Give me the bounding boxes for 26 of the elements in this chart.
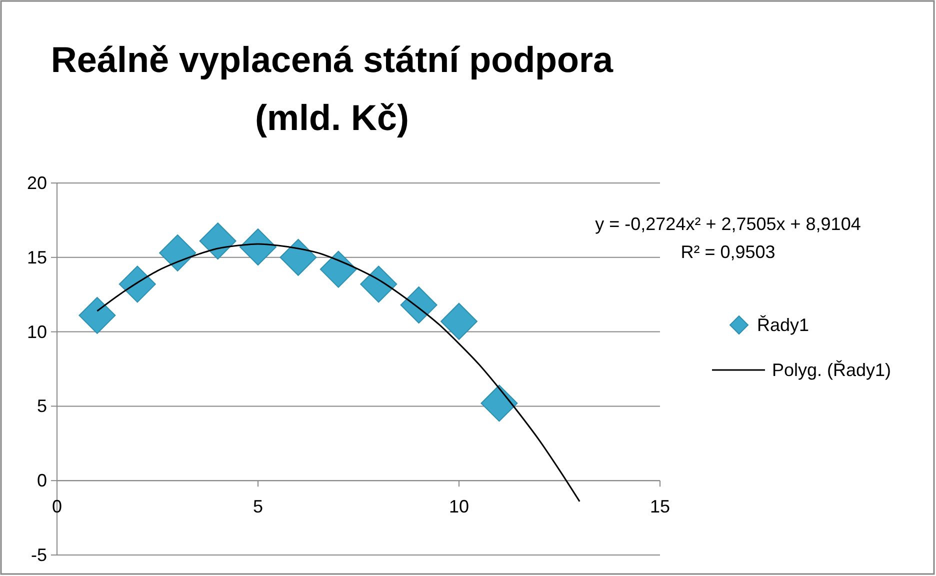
x-tick-label: 5 (252, 496, 264, 517)
legend-label: Řady1 (757, 315, 810, 335)
x-tick-label: 0 (52, 496, 62, 517)
legend-label: Polyg. (Řady1) (772, 360, 892, 380)
annotation: y = -0,2724x² + 2,7505x + 8,9104 (595, 214, 861, 234)
point (280, 238, 317, 276)
y-tick-label: -5 (30, 545, 47, 565)
point (240, 228, 276, 266)
text: R² = 0,9503 (680, 242, 776, 262)
point (78, 296, 116, 334)
point (480, 384, 518, 422)
y-tick-label: 10 (26, 322, 47, 342)
x-tick-label: 15 (650, 496, 670, 517)
y-tick-label: 15 (26, 247, 47, 268)
y-tick-label: 0 (36, 470, 47, 491)
point (199, 222, 236, 260)
point (440, 302, 478, 340)
y-tick-label: 20 (26, 173, 47, 193)
point (400, 286, 438, 324)
point (320, 250, 357, 288)
point (159, 234, 196, 272)
point (118, 266, 156, 303)
x-tick-label: 10 (448, 496, 470, 517)
y-tick-label: 5 (36, 396, 47, 416)
chart-title: Reálně vyplacená státní podpora (mld. Kč) (50, 39, 614, 138)
point (360, 266, 398, 303)
